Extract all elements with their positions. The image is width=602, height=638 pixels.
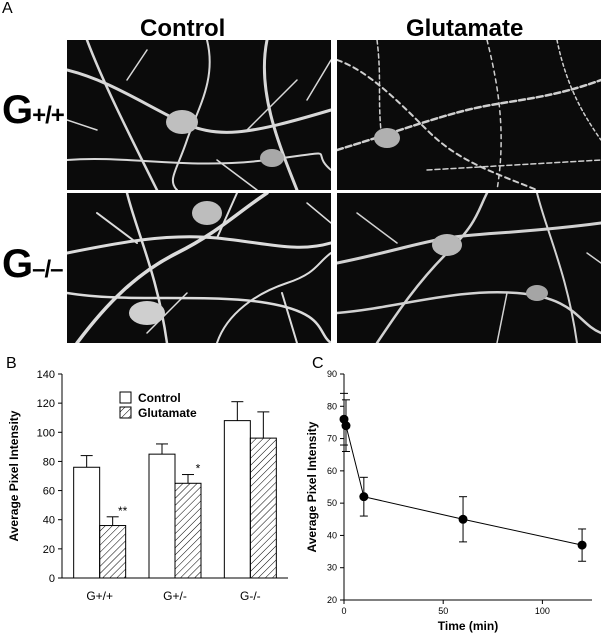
- row-label-knockout: G–/–: [2, 242, 64, 287]
- y-tick-label: 50: [327, 498, 337, 508]
- y-tick-label: 60: [43, 486, 55, 498]
- micrograph-wildtype-glutamate: [337, 40, 601, 190]
- x-tick-label: G+/+: [86, 589, 113, 603]
- row-label-genotype: –/–: [32, 256, 63, 283]
- legend-label: Control: [138, 391, 181, 405]
- x-tick-label: G+/-: [163, 589, 187, 603]
- x-axis-label: Time (min): [438, 619, 498, 633]
- bar-control: [223, 420, 251, 579]
- bar-glutamate: [99, 525, 127, 579]
- row-label-base: G: [2, 242, 33, 286]
- legend-swatch: [119, 406, 132, 419]
- row-label-wildtype: G+/+: [2, 88, 65, 133]
- significance-marker: **: [118, 504, 128, 518]
- y-axis-label: Average Pixel Intensity: [305, 421, 319, 552]
- y-tick-label: 60: [327, 466, 337, 476]
- bar-control: [73, 466, 101, 579]
- y-tick-label: 40: [327, 530, 337, 540]
- y-tick-label: 80: [327, 401, 337, 411]
- column-header-glutamate: Glutamate: [406, 15, 524, 42]
- significance-marker: *: [196, 462, 201, 476]
- row-label-base: G: [2, 88, 33, 132]
- y-tick-label: 0: [49, 573, 55, 585]
- legend-swatch: [119, 391, 132, 404]
- data-point: [359, 492, 369, 502]
- x-tick-label: 100: [535, 606, 550, 616]
- y-axis-label: Average Pixel Intensity: [7, 410, 21, 541]
- line-chart-panel-c: 20 30 40 50 60 70 80 90 0 50 100 Time (min) Average …: [305, 369, 592, 633]
- bar-glutamate: [174, 482, 202, 579]
- neuron-network-image: [337, 193, 601, 343]
- y-tick-label: 90: [327, 369, 337, 379]
- y-tick-label: 140: [37, 369, 55, 381]
- panel-a-letter: A: [2, 0, 13, 17]
- row-label-genotype: +/+: [32, 102, 65, 129]
- neuron-network-image: [337, 40, 601, 190]
- y-tick-label: 100: [37, 427, 55, 439]
- micrograph-knockout-glutamate: [337, 193, 601, 343]
- y-tick-label: 40: [43, 515, 55, 527]
- y-tick-label: 20: [43, 544, 55, 556]
- data-point: [577, 540, 587, 550]
- y-tick-label: 70: [327, 434, 337, 444]
- x-tick-label: 0: [341, 606, 346, 616]
- micrograph-knockout-control: [67, 193, 331, 343]
- y-tick-label: 120: [37, 398, 55, 410]
- x-tick-label: 50: [438, 606, 448, 616]
- bar-chart-panel-b: 0 20 40 60 80 100 120 140 Average Pixel Intensit…: [7, 369, 288, 603]
- micrograph-wildtype-control: [67, 40, 331, 190]
- bar-control: [148, 453, 176, 579]
- y-tick-label: 80: [43, 456, 55, 468]
- panel-b-letter: B: [6, 355, 17, 372]
- legend-label: Glutamate: [138, 406, 197, 420]
- y-tick-label: 30: [327, 563, 337, 573]
- y-tick-label: 20: [327, 595, 337, 605]
- panel-c-letter: C: [312, 355, 324, 372]
- bar-glutamate: [249, 437, 277, 579]
- neuron-network-image: [67, 40, 331, 190]
- x-tick-label: G-/-: [240, 589, 261, 603]
- neuron-network-image: [67, 193, 331, 343]
- data-point: [341, 421, 351, 431]
- data-point: [458, 514, 468, 524]
- column-header-control: Control: [140, 15, 226, 42]
